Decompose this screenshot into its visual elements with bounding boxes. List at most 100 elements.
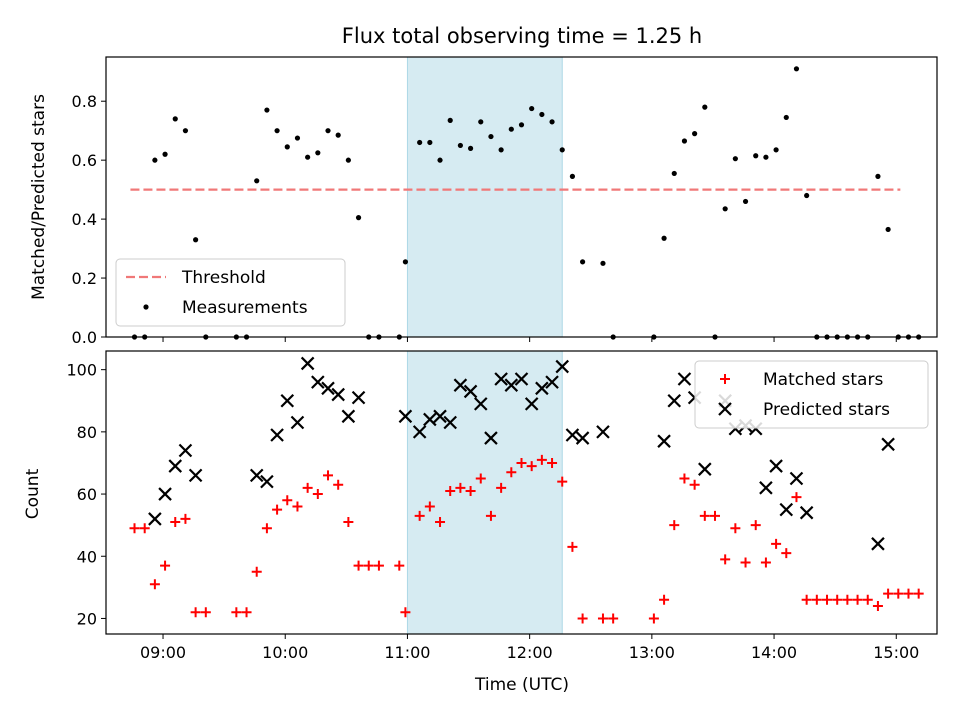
predicted-star-point [351, 390, 366, 405]
measurement-point [467, 145, 474, 151]
matched-star-point [445, 485, 456, 496]
predicted-star-point [280, 393, 295, 408]
matched-star-point [139, 523, 150, 534]
bottom-y-axis-label: Count [23, 468, 43, 519]
measurement-point [773, 147, 779, 153]
measurement-point [671, 170, 677, 177]
matched-star-point [261, 523, 272, 534]
matched-star-point [913, 588, 924, 599]
matched-star-point [893, 588, 904, 599]
measurement-point [335, 132, 341, 138]
predicted-star-point [677, 372, 692, 386]
matched-star-point [129, 523, 140, 534]
y-tick-label: 60 [77, 485, 97, 504]
axes-frame [105, 56, 938, 338]
matched-star-point [709, 510, 720, 521]
matched-star-point [791, 492, 802, 503]
matched-star-point [424, 501, 435, 512]
measurement-point [661, 235, 667, 241]
matched-star-point [231, 607, 242, 618]
matched-star-point [801, 594, 812, 605]
matched-star-point [669, 520, 680, 531]
matched-star-point [149, 579, 160, 590]
measurement-point [793, 66, 800, 72]
matched-star-point [526, 461, 537, 472]
matched-star-point [200, 607, 211, 618]
predicted-star-point [596, 425, 610, 439]
predicted-star-point [565, 428, 580, 442]
matched-star-point [720, 554, 731, 565]
measurement-point [753, 153, 759, 159]
measurement-point [580, 259, 586, 265]
measurement-point [417, 139, 423, 146]
matched-star-point [832, 594, 843, 605]
legend-predicted-label: Predicted stars [763, 400, 890, 420]
matched-star-point [771, 538, 782, 549]
matched-star-point [536, 454, 547, 465]
x-tick-label: 14:00 [751, 643, 797, 662]
measurement-point [518, 122, 525, 128]
matched-star-point [740, 557, 751, 568]
predicted-star-point [331, 387, 345, 402]
measurement-point [529, 105, 535, 112]
matched-star-point [353, 560, 364, 571]
legend-measurement-label: Measurements [182, 298, 308, 318]
predicted-star-point [249, 468, 264, 483]
predicted-star-point [473, 397, 488, 411]
y-tick-label: 100 [66, 361, 97, 380]
predicted-star-point [443, 415, 457, 430]
matched-star-point [883, 588, 894, 599]
measurement-point [457, 142, 463, 149]
predicted-star-point [300, 356, 315, 371]
top-panel: 0.0 0.2 0.4 0.6 0.8 Threshold Measurements [72, 56, 938, 347]
legend-box [115, 258, 346, 327]
bottom-panel: 20 40 60 80 100 09:00 10:00 11:00 12:00 13:00 14:0… [66, 350, 938, 662]
matched-star-point [608, 613, 619, 624]
measurement-point [508, 126, 514, 132]
predicted-star-point [484, 431, 498, 445]
matched-star-point [485, 510, 496, 521]
predicted-star-point [453, 378, 468, 392]
matched-star-point [496, 482, 507, 493]
predicted-star-point [148, 512, 162, 526]
matched-star-point [781, 548, 792, 559]
measurement-point [264, 107, 270, 113]
measurement-point [355, 215, 362, 221]
matched-star-point [465, 485, 476, 496]
predicted-star-point [341, 409, 356, 424]
predicted-star-point [759, 481, 773, 495]
measurement-point [345, 157, 351, 163]
matched-star-point [679, 473, 690, 484]
measurement-point [305, 154, 311, 160]
measurement-point [162, 151, 168, 157]
y-tick-label: 80 [77, 423, 97, 442]
measurement-point [402, 259, 409, 265]
predicted-star-point [779, 502, 794, 517]
measurement-point [559, 147, 565, 153]
matched-star-point [516, 457, 527, 468]
predicted-star-point [178, 443, 193, 458]
x-axis-label: Time (UTC) [474, 675, 569, 695]
predicted-star-point [311, 375, 325, 389]
matched-star-point [557, 476, 568, 487]
matched-star-point [312, 489, 323, 500]
matched-star-point [567, 541, 578, 552]
measurement-point [722, 206, 728, 212]
legend-matched-label: Matched stars [763, 370, 883, 390]
predicted-star-point [260, 474, 274, 489]
matched-star-point [323, 470, 334, 481]
matched-star-point [333, 479, 344, 490]
measurement-point [804, 192, 810, 199]
measurement-point [742, 198, 749, 205]
shaded-interval [406, 56, 563, 338]
matched-star-point [435, 517, 446, 528]
predicted-star-point [398, 409, 413, 424]
x-tick-label: 09:00 [140, 643, 186, 662]
matched-star-point [400, 607, 411, 618]
legend-box [694, 360, 929, 429]
matched-star-point [414, 510, 425, 521]
legend-threshold-label: Threshold [181, 268, 266, 288]
matched-star-point [475, 473, 486, 484]
predicted-star-point [290, 415, 305, 430]
